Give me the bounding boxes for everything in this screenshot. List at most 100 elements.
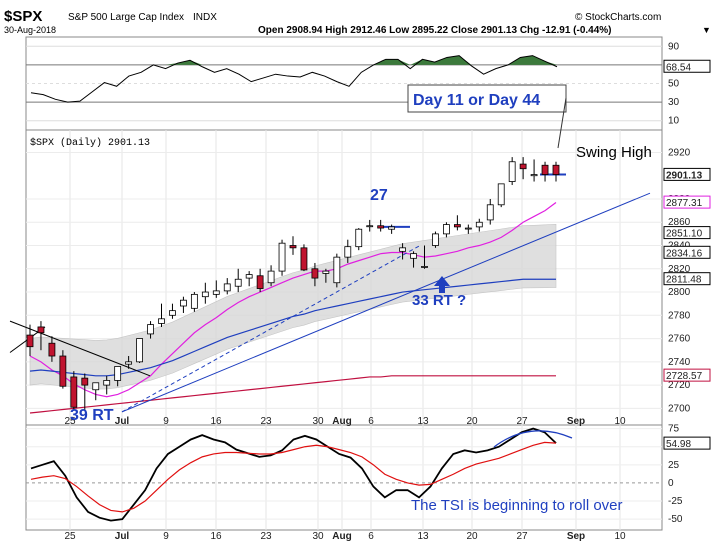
candle-body [267, 270, 275, 284]
down-arrow-icon: ▼ [702, 25, 711, 35]
price-tick-label: 2740 [668, 357, 691, 368]
ma-line [29, 375, 556, 414]
price-label-box [663, 245, 711, 259]
price-tick-label: 2920 [668, 147, 691, 158]
rsi-layer [30, 55, 558, 103]
x-tick-label: 30 [312, 531, 324, 542]
candle-body [530, 174, 538, 177]
candle-body [322, 270, 330, 274]
candle-body [388, 226, 396, 230]
label-33rt: 33 RT ? [412, 292, 466, 309]
rsi-overbought-fill [31, 55, 557, 65]
tsi-layer [30, 427, 573, 522]
x-tick-label: 13 [417, 416, 429, 427]
price-panel-title: $SPX (Daily) 2901.13 [30, 137, 150, 149]
price-tick-label: 2860 [668, 217, 691, 228]
x-tick-label: 16 [210, 531, 222, 542]
price-layer [9, 157, 651, 414]
candle-body [114, 366, 122, 381]
price-label-box [663, 195, 711, 209]
x-tick-label: 20 [466, 531, 478, 542]
rollover-arc [493, 430, 573, 448]
price-label-box [663, 368, 711, 382]
rsi-tick-label: 10 [668, 116, 680, 127]
x-tick-label: 30 [312, 416, 324, 427]
label-39rt: 39 RT [70, 407, 114, 424]
candle-body [245, 274, 253, 279]
trendline-up [121, 192, 651, 413]
candle-body [136, 338, 143, 363]
tsi-last-value-box [663, 436, 711, 450]
candle-body [475, 221, 483, 228]
candle-body [289, 245, 297, 249]
tsi-series-line [30, 427, 557, 522]
x-tick-label: 25 [64, 531, 76, 542]
axis-layer: 25 25 Jul Jul 9 9 16 16 23 23 30 30 Aug Aug 6 6 13 13 20 20… [64, 41, 711, 542]
x-tick-label: Sep [567, 531, 585, 542]
price-tick-label: 2820 [668, 264, 691, 275]
chart-date: 30-Aug-2018 [4, 25, 56, 35]
candle-body [180, 299, 187, 307]
price-tick-label: 2720 [668, 380, 691, 391]
day-label-pointer [557, 97, 567, 149]
label-27: 27 [370, 187, 388, 204]
source-credit: © StockCharts.com [575, 12, 661, 23]
rsi-last-value: 68.54 [666, 62, 691, 73]
tsi-tick-label: -25 [668, 496, 683, 507]
tsi-tick-label: 75 [668, 424, 680, 435]
x-tick-label: 27 [516, 416, 528, 427]
tsi-tick-label: 25 [668, 460, 680, 471]
candle-body [300, 247, 308, 271]
x-tick-label: 10 [614, 416, 626, 427]
candle-body [519, 163, 527, 170]
candle-body [103, 380, 111, 386]
symbol: $SPX [4, 8, 42, 25]
candle-body [464, 227, 472, 230]
x-tick-label: Aug [332, 531, 351, 542]
price-label-box [663, 167, 711, 181]
x-tick-label: 23 [260, 531, 272, 542]
candle-body [59, 355, 67, 387]
x-tick-label: Aug [332, 416, 351, 427]
candle-body [377, 225, 385, 229]
candle-body [508, 161, 516, 182]
candle-body [410, 253, 417, 259]
candle-body [190, 293, 198, 309]
candle-body [169, 310, 176, 316]
price-tick-label: 2780 [668, 310, 691, 321]
candle-body [147, 324, 154, 335]
trendline-dashed [121, 245, 421, 413]
candle-body [355, 228, 363, 248]
candle-body [26, 334, 34, 348]
x-tick-label: Sep [567, 416, 585, 427]
rsi-line [30, 55, 558, 103]
candle-body [212, 290, 220, 295]
x-tick-label: 9 [163, 531, 169, 542]
candle-body [37, 326, 45, 334]
x-tick-label: 6 [368, 416, 374, 427]
x-tick-label: 6 [368, 531, 374, 542]
candle-body [158, 318, 165, 324]
candle-body [256, 275, 264, 289]
tsi-note: The TSI is beginning to roll over [411, 497, 623, 514]
up-arrow-icon [434, 276, 450, 293]
rsi-tick-label: 30 [668, 97, 680, 108]
candle-body [278, 242, 286, 272]
price-label: 2851.10 [666, 229, 703, 240]
candle-body [497, 183, 505, 206]
price-tick-label: 2800 [668, 287, 691, 298]
price-label: 2834.16 [666, 248, 703, 259]
candle-body [541, 164, 549, 175]
candle-body [125, 361, 133, 365]
candle-body [486, 204, 494, 221]
candle-body [366, 225, 374, 228]
candle-body [234, 278, 242, 287]
candle-body [421, 266, 428, 268]
price-label-box [663, 226, 711, 240]
day-label: Day 11 or Day 44 [413, 92, 540, 109]
candle-body [81, 377, 89, 386]
x-tick-label: 10 [614, 531, 626, 542]
chart-header: $SPX S&P 500 Large Cap Index INDX 30-Aug… [4, 8, 711, 36]
tsi-tick-label: 0 [668, 478, 674, 489]
